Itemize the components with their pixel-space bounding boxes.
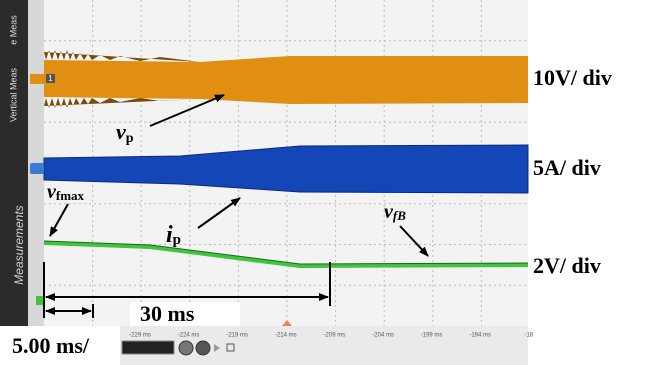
trace-orange [44, 56, 528, 104]
time-tick-label: -224 ms [178, 333, 200, 339]
watermark: Measurements [12, 205, 26, 284]
side-tab[interactable]: Vertical Meas [8, 67, 18, 122]
time-tick-label: -209 ms [324, 333, 346, 339]
scope-screenshot: e Meas Vertical Meas Measurements 1 vp i… [0, 0, 646, 365]
channel-label: 1 [48, 74, 53, 83]
channel-handle[interactable] [30, 74, 44, 84]
time-tick-label: -219 ms [226, 333, 248, 339]
time-tick-label: -214 ms [275, 333, 297, 339]
timebase-field[interactable] [122, 341, 174, 354]
span-label: 30 ms [140, 301, 195, 326]
button[interactable] [196, 341, 210, 355]
scope-view: e Meas Vertical Meas Measurements 1 vp i… [0, 0, 646, 365]
timebase: 5.00 ms/ [12, 333, 90, 358]
button[interactable] [179, 341, 193, 355]
scale-label: 2V/ div [533, 253, 601, 278]
time-tick-label: -194 ms [469, 333, 491, 339]
channel-handle[interactable] [30, 163, 44, 174]
scale-label: 5A/ div [533, 155, 601, 180]
time-tick-label: -18 [524, 333, 533, 339]
time-tick-label: -199 ms [421, 333, 443, 339]
time-tick-label: -229 ms [129, 333, 151, 339]
side-tab[interactable]: e Meas [8, 15, 18, 45]
scale-label: 10V/ div [533, 65, 612, 90]
time-tick-label: -204 ms [372, 333, 394, 339]
